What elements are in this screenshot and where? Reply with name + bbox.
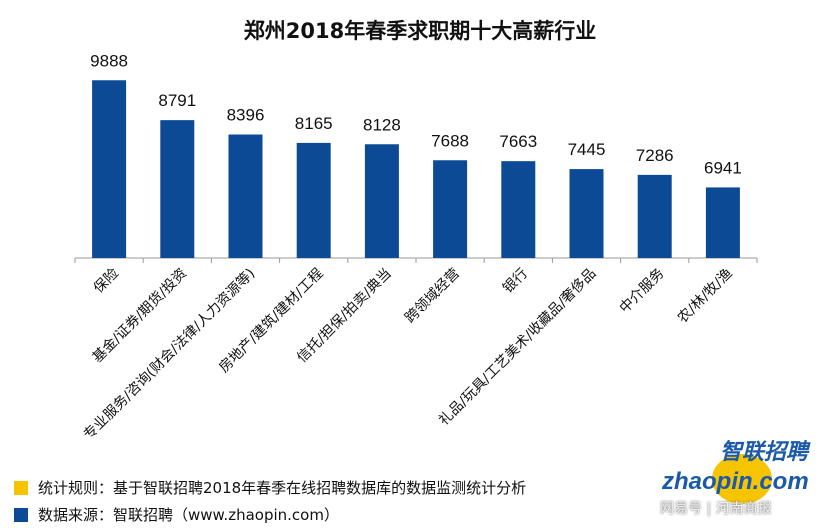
category-label: 保险 [91,266,122,297]
legend-swatch-yellow [14,480,28,495]
legend-text: 数据来源：智联招聘（www.zhaopin.com） [38,506,339,524]
logo-en: zhaopin.com [662,468,809,495]
category-label: 银行 [500,266,531,297]
logo-circle [712,454,772,504]
legend-item-rule: 统计规则：基于智联招聘2018年春季在线招聘数据库的数据监测统计分析 [14,477,526,498]
bar [364,144,399,258]
bar [296,142,331,258]
logo-cn: 智联招聘 [720,440,809,465]
data-label: 8128 [363,115,401,134]
legend-text: 统计规则：基于智联招聘2018年春季在线招聘数据库的数据监测统计分析 [38,479,527,497]
data-label: 7688 [431,131,469,150]
bar-chart: 郑州2018年春季求职期十大高薪行业 9888保险8791基金/证券/期货/投资… [74,19,758,443]
chart-title: 郑州2018年春季求职期十大高薪行业 [244,19,596,43]
bar [92,80,127,258]
legend-item-source: 数据来源：智联招聘（www.zhaopin.com） [14,504,339,525]
bar [433,160,468,258]
legend-swatch-blue [14,507,28,522]
data-label: 6941 [704,158,742,177]
bar [501,161,536,258]
data-label: 8791 [158,91,196,110]
category-label: 农/林/牧/渔 [675,266,736,327]
data-label: 9888 [90,51,128,70]
data-label: 7663 [499,132,537,151]
bar [637,174,672,258]
category-label: 跨领域经营 [402,266,463,327]
data-label: 7445 [568,140,606,159]
category-label: 中介服务 [617,266,668,317]
bar [569,169,604,258]
data-label: 8396 [227,106,265,125]
watermark: 网易号 | 河南商报 [660,501,772,517]
bar [705,187,740,258]
bar [160,120,195,259]
bar [228,134,263,258]
zhaopin-logo: 智联招聘 zhaopin.com 网易号 | 河南商报 [660,440,820,526]
data-label: 8165 [295,114,333,133]
data-label: 7286 [636,146,674,165]
